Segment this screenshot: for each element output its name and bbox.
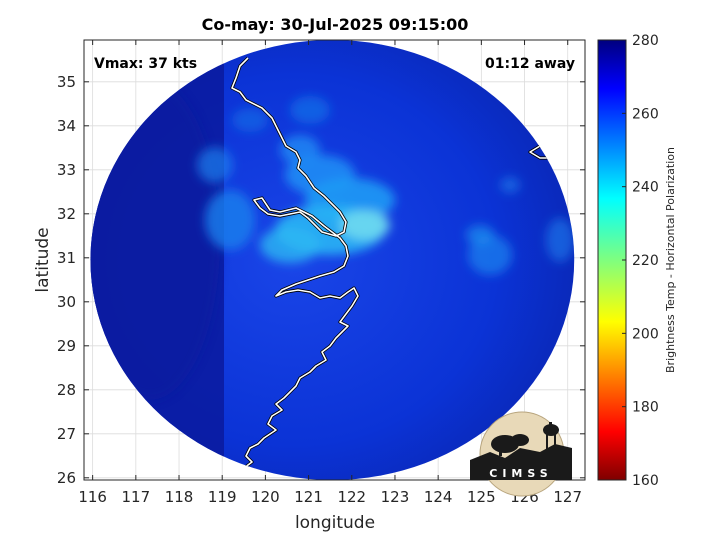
y-tick-label: 30 <box>57 293 76 311</box>
colorbar-tick-label: 160 <box>632 473 659 489</box>
colorbar-ticks: 160 180 200 220 240 260 280 <box>622 33 659 489</box>
y-tick-label: 35 <box>57 73 76 91</box>
x-tick-label: 122 <box>337 488 366 506</box>
x-tick-label: 125 <box>467 488 496 506</box>
colorbar-tick-label: 260 <box>632 106 659 122</box>
y-tick-label: 34 <box>57 117 76 135</box>
x-tick-label: 117 <box>122 488 151 506</box>
logo-text: CIMSS <box>489 467 552 480</box>
x-tick-label: 120 <box>251 488 280 506</box>
chart-title: Co-may: 30-Jul-2025 09:15:00 <box>202 15 469 34</box>
colorbar-tick-label: 220 <box>632 253 659 269</box>
colorbar-tick-label: 200 <box>632 326 659 342</box>
y-tick-label: 33 <box>57 161 76 179</box>
y-axis-label: latitude <box>33 227 53 292</box>
x-tick-label: 119 <box>208 488 237 506</box>
colorbar-tick-label: 240 <box>632 180 659 196</box>
colorbar-tick-label: 180 <box>632 400 659 416</box>
colorbar-tick-label: 280 <box>632 33 659 49</box>
x-tick-label: 123 <box>381 488 410 506</box>
y-tick-label: 26 <box>57 469 76 487</box>
y-tick-label: 31 <box>57 249 76 267</box>
x-tick-label: 118 <box>165 488 194 506</box>
colorbar-gradient <box>597 39 627 481</box>
x-tick-label: 121 <box>294 488 323 506</box>
y-tick-label: 27 <box>57 425 76 443</box>
y-tick-label: 28 <box>57 381 76 399</box>
time-away-annotation: 01:12 away <box>485 56 575 72</box>
axes-frame <box>83 39 586 481</box>
x-tick-label: 116 <box>78 488 107 506</box>
y-axis: 26 27 28 29 30 31 32 33 34 35 <box>57 73 585 487</box>
colorbar: 160 180 200 220 240 260 280 Brightness Temp - … <box>597 33 677 489</box>
x-tick-label: 127 <box>553 488 582 506</box>
y-tick-label: 29 <box>57 337 76 355</box>
vmax-annotation: Vmax: 37 kts <box>94 56 197 72</box>
x-tick-label: 124 <box>424 488 453 506</box>
x-axis-label: longitude <box>295 513 375 533</box>
y-tick-label: 32 <box>57 205 76 223</box>
x-axis: 116 117 118 119 120 121 122 123 124 125 126 127 <box>78 40 582 506</box>
colorbar-label: Brightness Temp - Horizontal Polarizatio… <box>664 147 677 373</box>
cimss-logo: CIMSS <box>470 411 572 497</box>
